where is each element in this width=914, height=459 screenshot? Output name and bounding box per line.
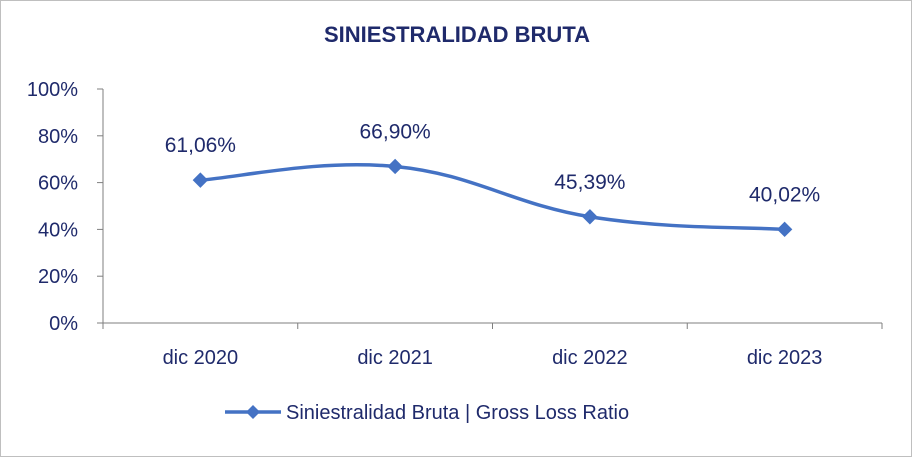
series-line (200, 163, 785, 232)
legend: Siniestralidad Bruta | Gross Loss Ratio (225, 402, 629, 424)
y-tick-label: 40% (38, 219, 78, 241)
y-tick-label: 60% (38, 173, 78, 195)
x-tick-label: dic 2023 (747, 347, 823, 369)
data-point (192, 172, 209, 188)
legend-label: Siniestralidad Bruta | Gross Loss Ratio (286, 402, 629, 424)
legend-marker (246, 405, 260, 419)
data-label: 45,39% (554, 171, 625, 194)
data-point (582, 209, 598, 225)
x-tick-label: dic 2021 (357, 347, 433, 369)
x-tick-label: dic 2020 (163, 347, 239, 369)
y-tick-label: 0% (49, 313, 78, 335)
y-tick-label: 100% (27, 79, 78, 101)
y-tick-label: 20% (38, 266, 78, 288)
series-group: 61,06% 66,90% 45,39% 40,02% (165, 120, 820, 238)
y-tick-label: 80% (38, 126, 78, 148)
data-label: 66,90% (360, 120, 431, 143)
chart-title: SINIESTRALIDAD BRUTA (323, 22, 591, 47)
x-axis: dic 2020 dic 2021 dic 2022 dic 2023 (97, 322, 883, 369)
data-label: 40,02% (749, 183, 820, 206)
data-label: 61,06% (165, 134, 236, 157)
y-axis: 0% 20% 40% 60% 80% 100% (27, 79, 104, 335)
x-tick-label: dic 2022 (552, 347, 628, 369)
data-point (776, 221, 793, 238)
data-point (387, 158, 403, 175)
